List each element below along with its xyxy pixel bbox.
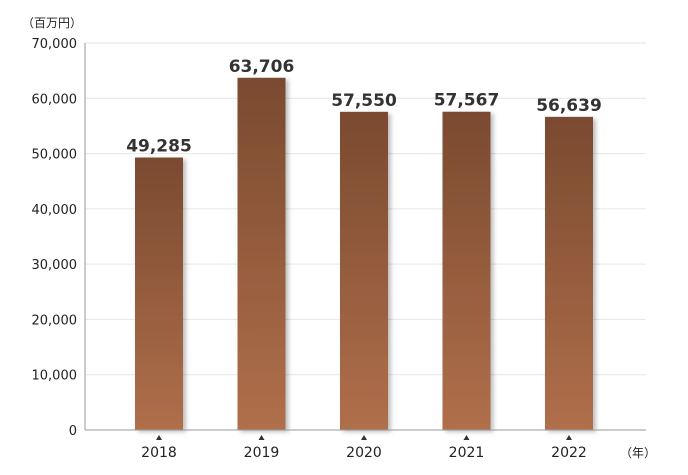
y-axis-ticks: 0 10,000 20,000 30,000 40,000 50,000 60,000 70,…: [32, 37, 78, 439]
y-tick-label: 60,000: [32, 92, 78, 107]
y-tick-label: 0: [69, 424, 77, 439]
y-tick-label: 30,000: [32, 258, 78, 273]
bar: [237, 77, 286, 431]
y-tick-label: 50,000: [32, 148, 78, 163]
y-tick-label: 70,000: [32, 37, 78, 52]
x-tick-mark: [566, 435, 572, 440]
x-tick-label: 2019: [244, 445, 280, 461]
data-label: 56,639: [536, 96, 602, 116]
y-tick-label: 40,000: [32, 203, 78, 218]
x-axis-unit: （年）: [620, 446, 656, 460]
bar: [545, 116, 593, 430]
data-label: 57,550: [331, 91, 397, 111]
data-label: 57,567: [434, 91, 500, 111]
bar: [442, 111, 491, 430]
y-tick-label: 10,000: [32, 369, 78, 384]
x-tick-mark: [361, 435, 367, 440]
x-axis-ticks: 2018 2019 2020 2021 2022: [141, 435, 587, 461]
data-label: 49,285: [126, 137, 192, 157]
y-axis-unit: （百万円）: [22, 16, 82, 30]
y-tick-label: 20,000: [32, 313, 78, 328]
x-tick-mark: [156, 435, 162, 440]
data-label: 63,706: [229, 57, 295, 77]
x-tick-label: 2018: [141, 445, 177, 461]
x-tick-label: 2022: [551, 445, 587, 461]
x-tick-mark: [258, 435, 265, 440]
x-tick-label: 2021: [449, 445, 485, 461]
bars: [135, 77, 593, 431]
bar: [135, 157, 183, 430]
x-tick-mark: [463, 435, 470, 440]
data-labels: 49,285 63,706 57,550 57,567 56,639: [126, 57, 602, 157]
x-tick-label: 2020: [346, 445, 382, 461]
bar: [340, 111, 388, 430]
